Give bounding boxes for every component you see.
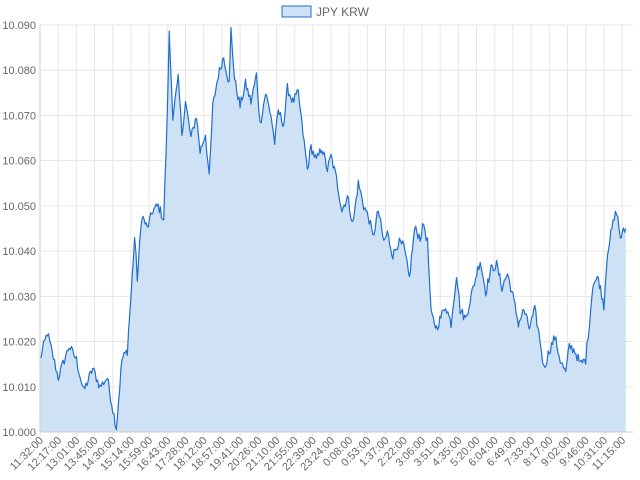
legend-label: JPY KRW <box>316 5 370 19</box>
y-tick-label: 10.020 <box>2 337 36 349</box>
y-tick-label: 10.090 <box>2 20 36 32</box>
series-fill <box>40 27 626 432</box>
y-tick-label: 10.060 <box>2 156 36 168</box>
y-tick-label: 10.000 <box>2 427 36 439</box>
y-tick-label: 10.030 <box>2 291 36 303</box>
y-tick-label: 10.050 <box>2 201 36 213</box>
series-area <box>39 26 627 432</box>
y-tick-label: 10.080 <box>2 65 36 77</box>
legend[interactable]: JPY KRW <box>281 5 370 19</box>
legend-swatch <box>281 5 312 18</box>
series-line <box>39 26 627 431</box>
y-tick-label: 10.070 <box>2 110 36 122</box>
y-tick-label: 10.040 <box>2 246 36 258</box>
y-tick-label: 10.010 <box>2 382 36 394</box>
